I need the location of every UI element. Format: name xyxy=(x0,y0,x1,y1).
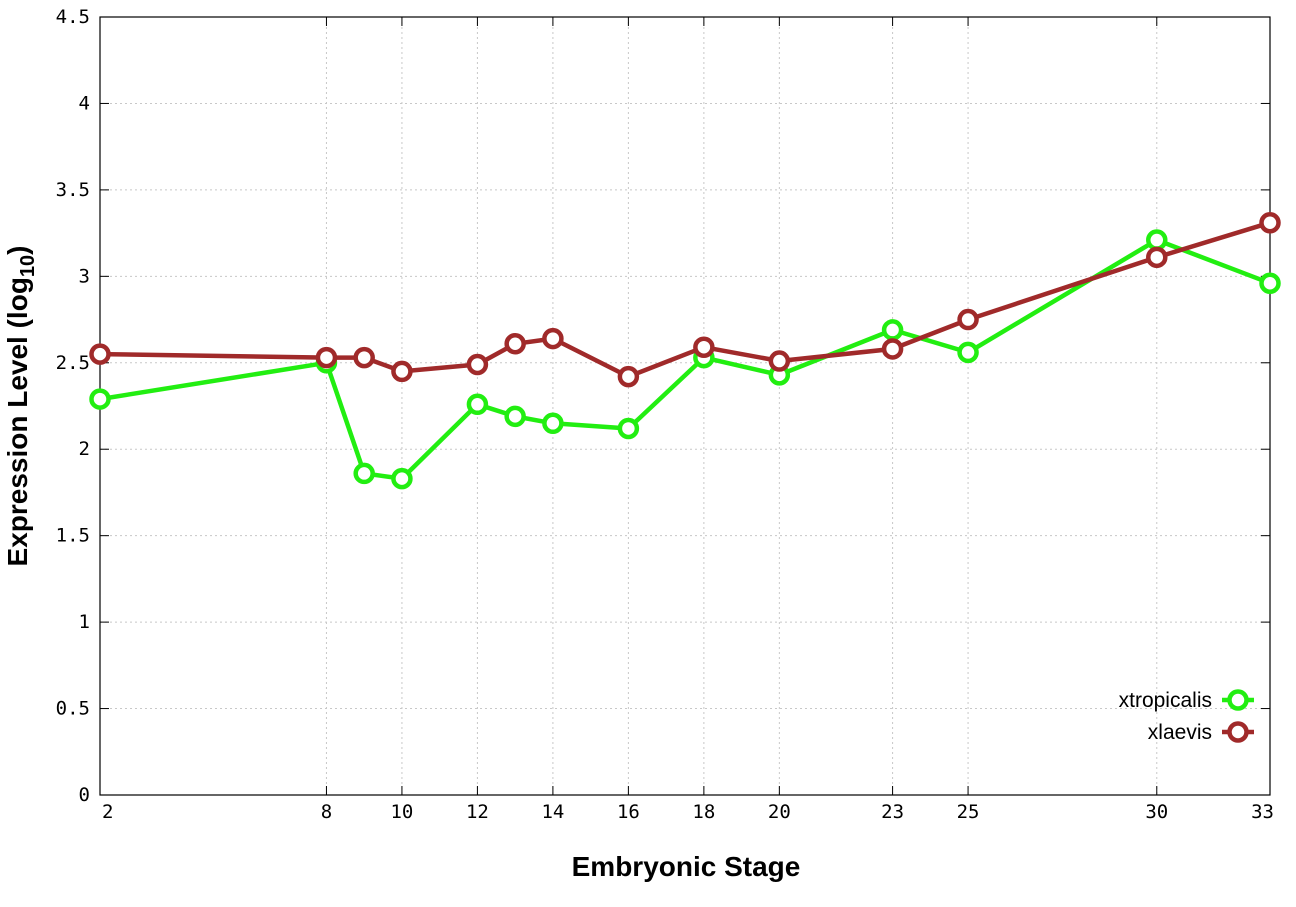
y-tick-label: 0.5 xyxy=(56,698,90,720)
x-tick-label: 8 xyxy=(321,801,332,823)
grid xyxy=(100,17,1270,795)
data-point-xtropicalis xyxy=(1259,272,1281,294)
data-point-xlaevis xyxy=(1146,246,1168,269)
y-axis-title-close: ) xyxy=(2,246,33,255)
x-tick-label: 25 xyxy=(957,801,980,823)
data-point-xlaevis xyxy=(315,346,338,369)
data-point-xtropicalis xyxy=(466,393,489,416)
data-point-xlaevis xyxy=(504,333,526,355)
data-point-xlaevis xyxy=(89,343,111,365)
x-tick-label: 12 xyxy=(466,801,489,823)
x-tick-label: 16 xyxy=(617,801,640,823)
y-axis-title-main: Expression Level (log xyxy=(2,277,33,566)
data-point-xtropicalis xyxy=(881,319,904,341)
legend-marker xyxy=(1227,721,1249,743)
y-tick-label: 1.5 xyxy=(56,525,90,547)
legend-marker xyxy=(1227,689,1249,711)
x-tick-label: 18 xyxy=(692,801,715,823)
x-tick-label: 23 xyxy=(881,801,904,823)
data-point-xtropicalis xyxy=(504,405,526,428)
data-point-xlaevis xyxy=(542,327,564,350)
plot-frame xyxy=(99,16,1271,796)
x-tick-label: 30 xyxy=(1145,801,1168,823)
y-tick-label: 3 xyxy=(79,265,90,287)
data-point-xtropicalis xyxy=(957,341,979,364)
legend-entry-xtropicalis: xtropicalis xyxy=(1119,689,1254,712)
legend: xtropicalis xlaevis xyxy=(1119,689,1254,744)
x-tick-label: 20 xyxy=(768,801,791,823)
data-point-xtropicalis xyxy=(542,412,564,435)
x-tick-label: 10 xyxy=(390,801,413,823)
data-point-xlaevis xyxy=(768,350,791,372)
y-tick-label: 1 xyxy=(79,611,90,633)
axes: 0 0.5 1 1.5 2 2.5 3 3.5 4 4.5 2 8 10 12 14 16 18 20 23 25 30… xyxy=(56,6,1274,823)
x-tick-label: 2 xyxy=(102,801,113,823)
x-tick-label: 14 xyxy=(541,801,564,823)
y-axis-title: Expression Level (log10) xyxy=(2,246,39,567)
data-point-xlaevis xyxy=(693,336,715,358)
y-tick-label: 4.5 xyxy=(56,6,90,28)
data-point-xlaevis xyxy=(1259,211,1281,234)
data-point-xtropicalis xyxy=(353,462,375,485)
y-tick-label: 4 xyxy=(79,92,90,114)
x-axis-title: Embryonic Stage xyxy=(572,851,801,882)
series-xtropicalis xyxy=(89,229,1281,490)
data-point-xtropicalis xyxy=(617,417,640,440)
data-point-xlaevis xyxy=(353,346,375,369)
legend-entry-xlaevis: xlaevis xyxy=(1148,721,1254,744)
y-axis-title-subscript: 10 xyxy=(17,255,39,277)
y-tick-label: 3.5 xyxy=(56,179,90,201)
legend-label: xlaevis xyxy=(1148,721,1212,744)
y-tick-label: 0 xyxy=(79,784,90,806)
legend-label: xtropicalis xyxy=(1119,689,1212,712)
data-point-xtropicalis xyxy=(89,388,111,410)
data-point-xtropicalis xyxy=(391,467,413,490)
series-line-xlaevis xyxy=(99,220,1271,379)
data-point-xlaevis xyxy=(957,308,979,331)
series-xlaevis xyxy=(89,211,1281,388)
data-point-xlaevis xyxy=(617,365,640,388)
data-point-xlaevis xyxy=(391,360,413,383)
data-point-xtropicalis xyxy=(1146,229,1168,251)
series-layer xyxy=(89,211,1281,490)
data-point-xlaevis xyxy=(881,338,904,360)
x-tick-label: 33 xyxy=(1251,801,1274,823)
y-tick-label: 2 xyxy=(79,438,90,460)
data-point-xlaevis xyxy=(466,353,489,376)
y-tick-label: 2.5 xyxy=(56,352,90,374)
